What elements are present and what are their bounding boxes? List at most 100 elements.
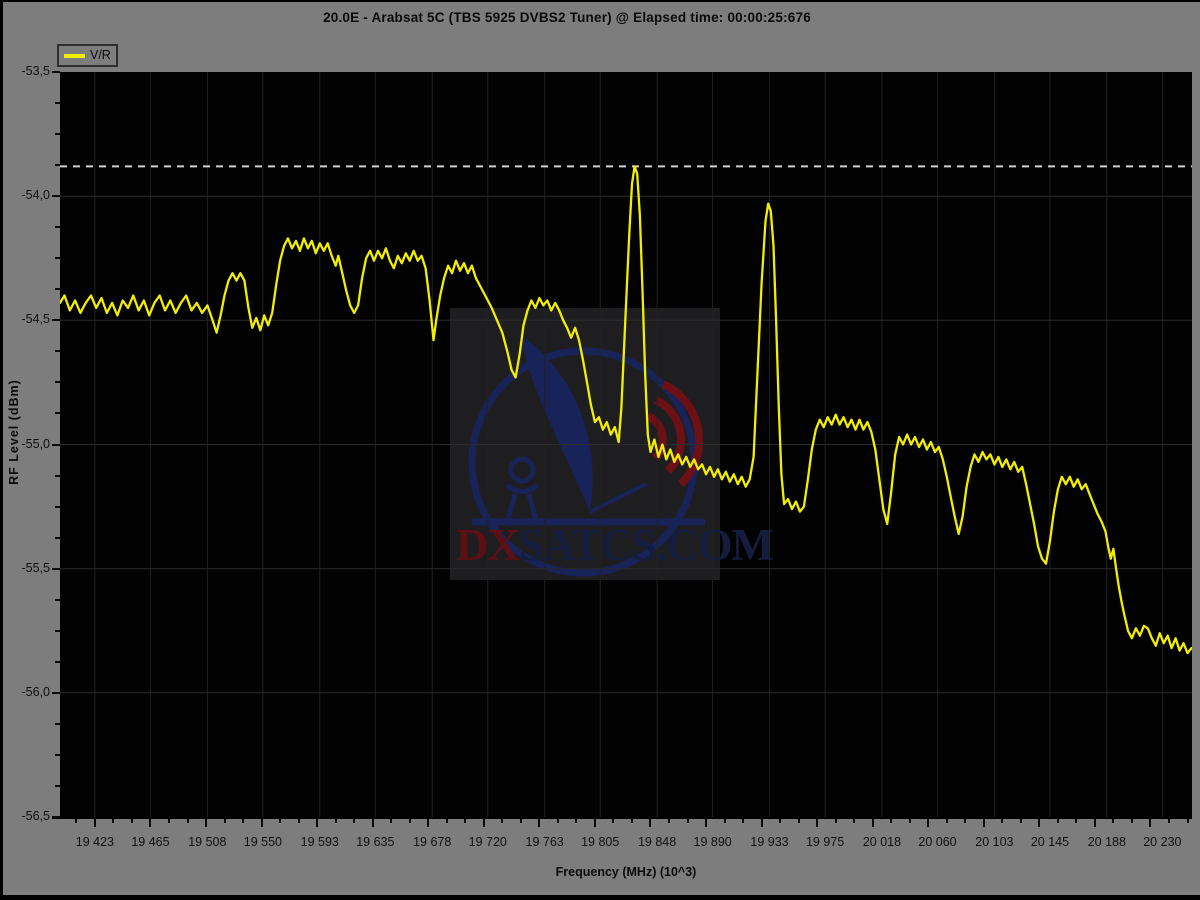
x-minor-tick [742, 818, 745, 823]
x-minor-tick [1186, 818, 1189, 823]
x-minor-tick [1001, 818, 1004, 823]
y-minor-tick [55, 784, 60, 787]
y-minor-tick [55, 350, 60, 353]
x-minor-tick [964, 818, 967, 823]
watermark-text: DXSATCS.COM [456, 520, 773, 570]
x-major-tick [1149, 818, 1152, 827]
x-major-tick [927, 818, 930, 827]
x-tick-label: 19 508 [188, 835, 227, 849]
y-minor-tick [55, 660, 60, 663]
y-minor-tick [55, 164, 60, 167]
x-tick-label: 19 763 [525, 835, 564, 849]
x-major-tick [1038, 818, 1041, 827]
x-tick-label: 19 848 [637, 835, 677, 849]
x-minor-tick [242, 818, 245, 823]
x-minor-tick [1167, 818, 1170, 823]
x-tick-label: 19 890 [693, 835, 732, 849]
y-tick-label: -54,5 [21, 312, 51, 327]
y-tick-label: -55,0 [21, 436, 51, 451]
x-minor-tick [667, 818, 670, 823]
x-major-tick [538, 818, 541, 827]
x-minor-tick [334, 818, 337, 823]
x-minor-tick [1075, 818, 1078, 823]
y-minor-tick [55, 226, 60, 229]
x-minor-tick [908, 818, 911, 823]
window-border-bottom [0, 895, 1200, 900]
x-minor-tick [686, 818, 689, 823]
x-tick-label: 19 678 [413, 835, 452, 849]
x-minor-tick [890, 818, 893, 823]
series-color-swatch [64, 53, 85, 58]
y-minor-tick [55, 288, 60, 291]
x-minor-tick [223, 818, 226, 823]
rf-level-trace [60, 165, 1192, 655]
y-major-tick [52, 443, 60, 446]
x-tick-label: 19 720 [468, 835, 507, 849]
x-major-tick [649, 818, 652, 827]
x-tick-label: 20 060 [918, 835, 957, 849]
y-minor-tick [55, 412, 60, 415]
x-major-tick [871, 818, 874, 827]
x-minor-tick [945, 818, 948, 823]
x-minor-tick [167, 818, 170, 823]
legend-series-label: V/R [90, 48, 111, 63]
x-tick-label: 19 635 [356, 835, 395, 849]
x-tick-label: 20 230 [1143, 835, 1182, 849]
x-axis-line [52, 817, 1192, 819]
x-major-tick [982, 818, 985, 827]
x-minor-tick [575, 818, 578, 823]
x-tick-label: 19 933 [750, 835, 789, 849]
y-minor-tick [55, 505, 60, 508]
x-minor-tick [556, 818, 559, 823]
x-minor-tick [1130, 818, 1133, 823]
x-minor-tick [130, 818, 133, 823]
x-minor-tick [408, 818, 411, 823]
y-major-tick [52, 691, 60, 694]
x-minor-tick [519, 818, 522, 823]
legend-box: V/R [57, 44, 118, 67]
x-minor-tick [834, 818, 837, 823]
x-minor-tick [612, 818, 615, 823]
x-major-tick [427, 818, 430, 827]
x-minor-tick [1019, 818, 1022, 823]
x-minor-tick [297, 818, 300, 823]
y-tick-label: -56,5 [21, 809, 51, 823]
y-tick-label: -53,5 [21, 64, 51, 78]
y-minor-tick [55, 381, 60, 384]
y-minor-tick [55, 536, 60, 539]
x-minor-tick [112, 818, 115, 823]
x-tick-label: 19 593 [300, 835, 339, 849]
x-minor-tick [353, 818, 356, 823]
x-tick-label: 19 550 [243, 835, 283, 849]
x-major-tick [593, 818, 596, 827]
y-major-tick [52, 567, 60, 570]
y-axis-title: RF Level (dBm) [7, 379, 21, 485]
x-minor-tick [445, 818, 448, 823]
x-tick-label: 20 103 [975, 835, 1014, 849]
y-minor-tick [55, 133, 60, 136]
x-major-tick [149, 818, 152, 827]
x-major-tick [260, 818, 263, 827]
x-minor-tick [853, 818, 856, 823]
y-major-tick [52, 195, 60, 198]
x-minor-tick [75, 818, 78, 823]
y-minor-tick [55, 102, 60, 105]
x-minor-tick [1112, 818, 1115, 823]
x-major-tick [1093, 818, 1096, 827]
x-minor-tick [630, 818, 633, 823]
window-border-top [0, 0, 1200, 2]
x-major-tick [316, 818, 319, 827]
x-major-tick [816, 818, 819, 827]
y-minor-tick [55, 598, 60, 601]
y-minor-tick [55, 257, 60, 260]
y-minor-tick [55, 629, 60, 632]
y-tick-label: -54,0 [21, 188, 51, 203]
x-tick-label: 20 188 [1087, 835, 1126, 849]
x-axis-title: Frequency (MHz) (10^3) [555, 865, 697, 879]
x-major-tick [482, 818, 485, 827]
x-minor-tick [779, 818, 782, 823]
x-major-tick [93, 818, 96, 827]
y-major-tick [52, 816, 60, 818]
x-minor-tick [1056, 818, 1059, 823]
